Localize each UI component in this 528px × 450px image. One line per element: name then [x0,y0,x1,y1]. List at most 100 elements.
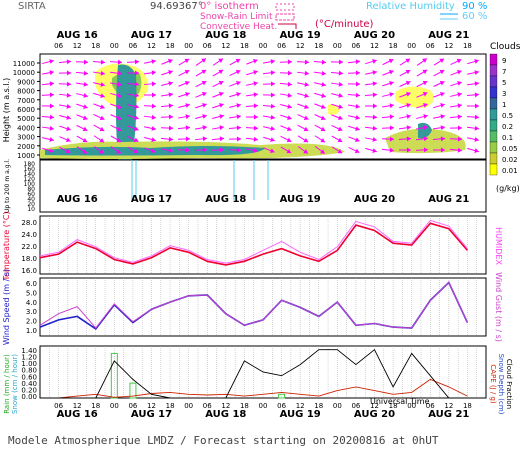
day-label: AUG 17 [131,30,172,41]
day-label: AUG 18 [205,194,246,205]
hour-tick-label: 00 [259,42,268,50]
series-humidex [39,219,468,264]
day-label: AUG 19 [280,30,321,41]
rain-bar [110,352,118,399]
wind-arrow [110,114,122,121]
wind-arrow [280,125,292,132]
hour-tick-label: 00 [407,402,416,410]
wind-arrow [245,125,259,131]
wind-arrow [228,114,242,120]
day-label: AUG 19 [280,409,321,420]
wind-arrow [144,147,156,154]
cloudfrac-axis-label: Cloud Fraction [505,359,513,409]
wind-arrow [178,103,190,108]
wind-arrow [194,136,208,142]
precip-grid [49,346,477,398]
convective-label: Convective Heat. [200,22,277,32]
hour-tick-label: 00 [259,402,268,410]
wind-arrow [398,125,412,131]
wind-arrow [450,58,462,66]
wind-arrow [365,59,377,65]
cloud-legend-swatch [489,152,498,165]
wind-arrow [212,114,224,119]
wind-arrow [76,93,88,98]
wind-arrow [398,147,412,153]
series-temperature-c- [39,222,469,266]
wind-arrow [280,92,292,98]
hour-tick-label: 12 [221,42,230,50]
wind-arrow [143,81,157,87]
hour-tick-label: 00 [333,402,342,410]
cloud-legend-level: 3 [502,90,506,98]
wind-arrow [245,103,259,109]
day-labels-mid: AUG 16 AUG 17 AUG 18 AUG 19 AUG 20 AUG 21 [57,194,470,205]
wind-arrow [262,92,276,98]
wind-arrow [58,70,72,76]
wind-arrow [195,91,207,98]
hour-tick-label: 06 [351,42,360,50]
series-cloud-fraction [40,349,468,399]
wind-arrow [41,125,55,131]
hour-tick-label: 18 [240,42,249,50]
wind-arrow [280,135,292,143]
wind-arrow [161,58,173,65]
wind-arrow [314,92,326,98]
wind-arrow [433,103,445,109]
hour-tick-label: 18 [166,42,175,50]
wind-arrow [433,80,445,87]
height-tick-label: 6000 [17,106,35,114]
snowdepth-axis-label: Snow Depth (cm) [497,354,505,415]
y-tick-label: 28.0 [21,219,37,227]
wind-arrow [178,114,190,120]
day-label: AUG 17 [131,194,172,205]
wind-arrow [263,126,275,131]
wind-arrow [161,92,173,98]
precip-series [40,349,468,399]
wind-arrow [432,136,446,142]
wind-arrow [195,58,207,66]
wind-arrow [42,70,54,76]
wind-arrow [144,59,156,65]
wind-arrow [297,146,309,154]
wind-arrow [449,114,463,120]
wind-arrow [228,136,242,142]
hour-labels-top: 06 12 18 00 06 12 18 00 06 12 18 00 06 12 18 00 06 12 18 00… [54,42,472,50]
rain-axis-label: Rain (mm / hour) [3,354,11,414]
wind-arrow [433,91,445,98]
low-tick-label: 20 [27,201,35,208]
wind-arrow [331,125,343,132]
hour-tick-label: 12 [444,42,453,50]
wind-arrow [41,81,55,87]
wind-arrow [127,114,139,120]
wind-arrow [364,125,378,131]
wind-arrow [280,114,292,120]
y-tick-label: 0.80 [21,367,37,375]
cloud-legend-swatch [489,130,498,143]
wind-arrow [262,70,276,76]
wind-arrow [245,114,259,120]
wind-arrow [314,103,326,110]
wind-arrow [229,69,241,76]
wind-arrow [398,136,412,142]
wind-arrow [364,81,378,87]
hour-tick-label: 12 [444,402,453,410]
rain-bar [129,382,137,399]
y-tick-label: 18.0 [21,255,37,263]
cloud-blobs [40,63,466,163]
wind-arrow [126,81,140,87]
cape-axis-label: CAPE (J / g) [489,364,497,404]
cloud-legend-level: 9 [502,57,506,65]
cloud-legend-swatch [489,163,498,176]
hour-tick-label: 18 [166,402,175,410]
wind-arrow [109,70,123,76]
wind-arrow [263,59,275,65]
wind-arrow [76,124,88,132]
cloud-blob [395,86,434,108]
rain-bar [278,393,286,399]
wind-arrow [59,103,71,109]
y-tick-label: 0.00 [21,393,37,401]
wind-arrow [195,125,207,131]
wind-arrow [127,125,139,132]
wind-arrow [195,69,207,77]
wind-arrow [143,70,157,76]
